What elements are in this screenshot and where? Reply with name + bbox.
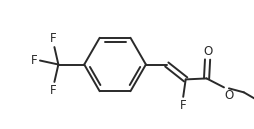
- Text: O: O: [224, 89, 233, 102]
- Text: F: F: [50, 84, 56, 97]
- Text: F: F: [31, 54, 37, 67]
- Text: F: F: [179, 99, 186, 112]
- Text: O: O: [202, 45, 211, 58]
- Text: F: F: [50, 32, 56, 45]
